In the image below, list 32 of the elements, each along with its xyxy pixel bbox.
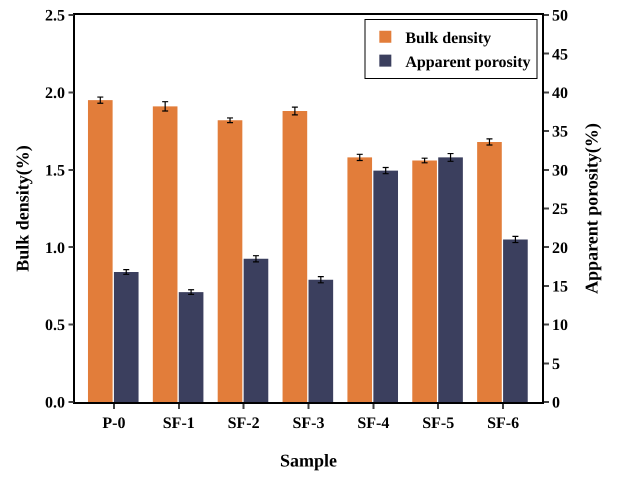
x-tick-label: SF-6 [487,414,520,432]
y-tick-label: 2.5 [45,8,66,25]
x-tick-label: SF-1 [162,414,195,432]
y2-tick-label: 10 [552,317,568,334]
y2-tick-label: 40 [552,85,568,102]
y2-tick-label: 30 [552,162,568,180]
x-axis-title: Sample [280,450,338,470]
y-axis-title: Bulk density(%) [12,145,32,272]
bar [152,106,178,402]
x-tick-label: SF-4 [357,414,390,432]
y2-tick-label: 45 [552,46,568,64]
y-tick-label: 0.0 [45,394,66,412]
y2-tick-label: 25 [552,201,568,218]
y-tick-label: 0.5 [45,317,66,334]
bar [88,100,113,402]
y-tick-label: 1.5 [45,162,66,180]
y2-tick-label: 50 [552,8,568,25]
y2-tick-label: 15 [552,278,568,296]
y2-tick-label: 5 [552,356,560,373]
x-tick-label: P-0 [102,414,126,432]
y2-tick-label: 20 [552,240,568,257]
y-tick-label: 1.0 [45,240,66,257]
x-tick-label: SF-5 [422,414,454,432]
y2-axis-title: Apparent porosity(%) [582,123,602,294]
x-tick-label: SF-3 [292,414,324,432]
legend-label: Bulk density [405,30,492,48]
y2-tick-label: 35 [552,124,568,141]
legend-label: Apparent porosity [405,54,531,71]
y2-tick-label: 0 [552,394,560,412]
y-tick-label: 2.0 [45,85,66,102]
bar [282,110,308,402]
x-tick-label: SF-2 [228,414,260,432]
